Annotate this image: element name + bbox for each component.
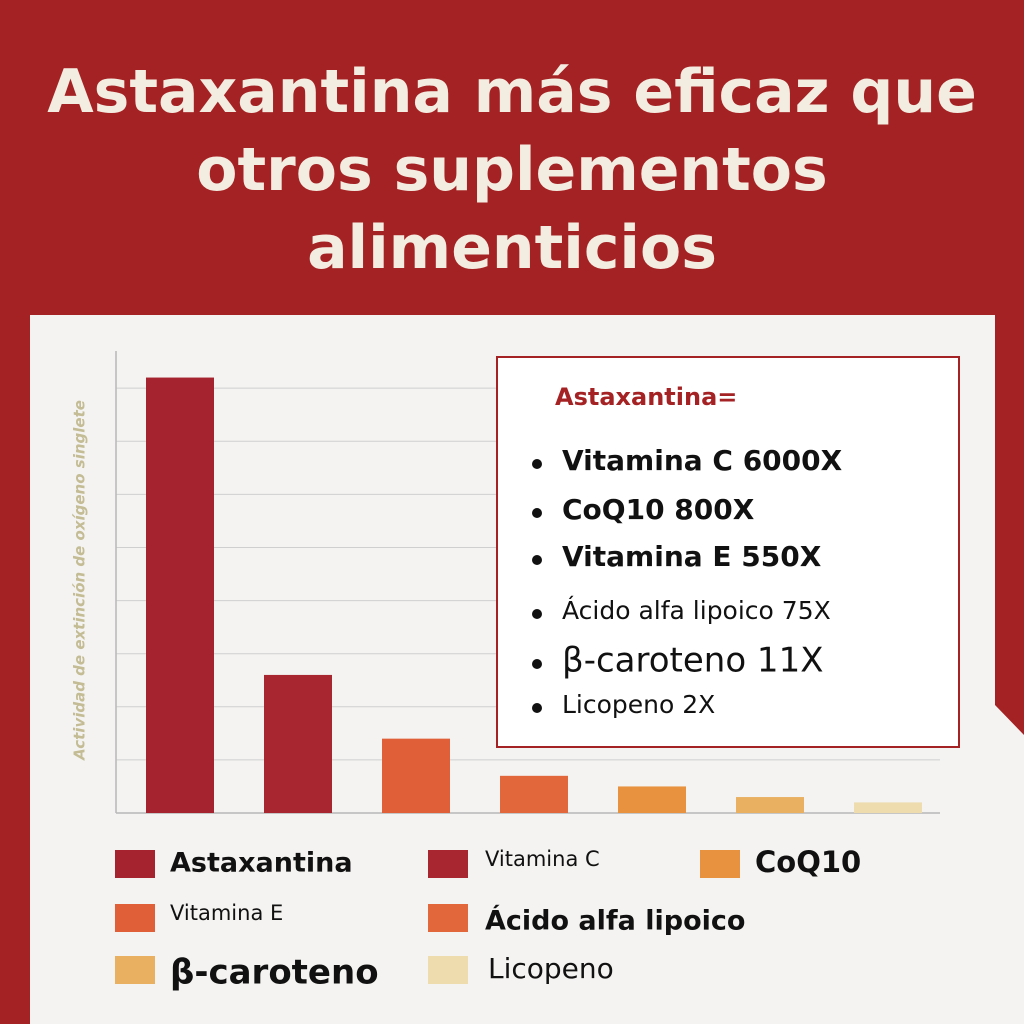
bar [500, 775, 568, 813]
legend-swatch [428, 904, 468, 932]
annotation-title: Astaxantina= [555, 383, 737, 411]
bar [854, 802, 922, 813]
annotation-item: β-caroteno 11X [562, 641, 824, 681]
annotation-item: Vitamina C 6000X [562, 444, 843, 477]
bullet [532, 459, 542, 469]
legend-swatch [428, 850, 468, 878]
bullet [532, 703, 542, 713]
legend-swatch [428, 956, 468, 984]
legend-swatch [115, 850, 155, 878]
legend-swatch [115, 956, 155, 984]
bullet [532, 508, 542, 518]
annotation-item: Vitamina E 550X [562, 540, 822, 573]
annotation-box [496, 356, 960, 748]
legend-swatch [115, 904, 155, 932]
bar [736, 797, 804, 813]
bar [618, 786, 686, 813]
legend-label: Astaxantina [170, 848, 353, 879]
bullet [532, 609, 542, 619]
annotation-item: CoQ10 800X [562, 493, 755, 526]
chart-title: Astaxantina más eficaz que otros suplemen… [47, 57, 977, 283]
y-axis-label: Actividad de extinción de oxígeno single… [71, 400, 89, 761]
bar [146, 377, 214, 813]
bullet [532, 555, 542, 565]
bar [382, 738, 450, 813]
legend-label: Ácido alfa lipoico [485, 905, 745, 937]
annotation-item: Licopeno 2X [562, 690, 715, 719]
legend-label: CoQ10 [755, 845, 861, 879]
annotation-item: Ácido alfa lipoico 75X [562, 596, 831, 625]
legend-label: β-caroteno [170, 953, 379, 993]
legend-label: Licopeno [488, 952, 614, 985]
legend-label: Vitamina C [485, 847, 600, 871]
bullet [532, 659, 542, 669]
legend-label: Vitamina E [170, 901, 283, 925]
bar [264, 674, 332, 813]
legend-swatch [700, 850, 740, 878]
